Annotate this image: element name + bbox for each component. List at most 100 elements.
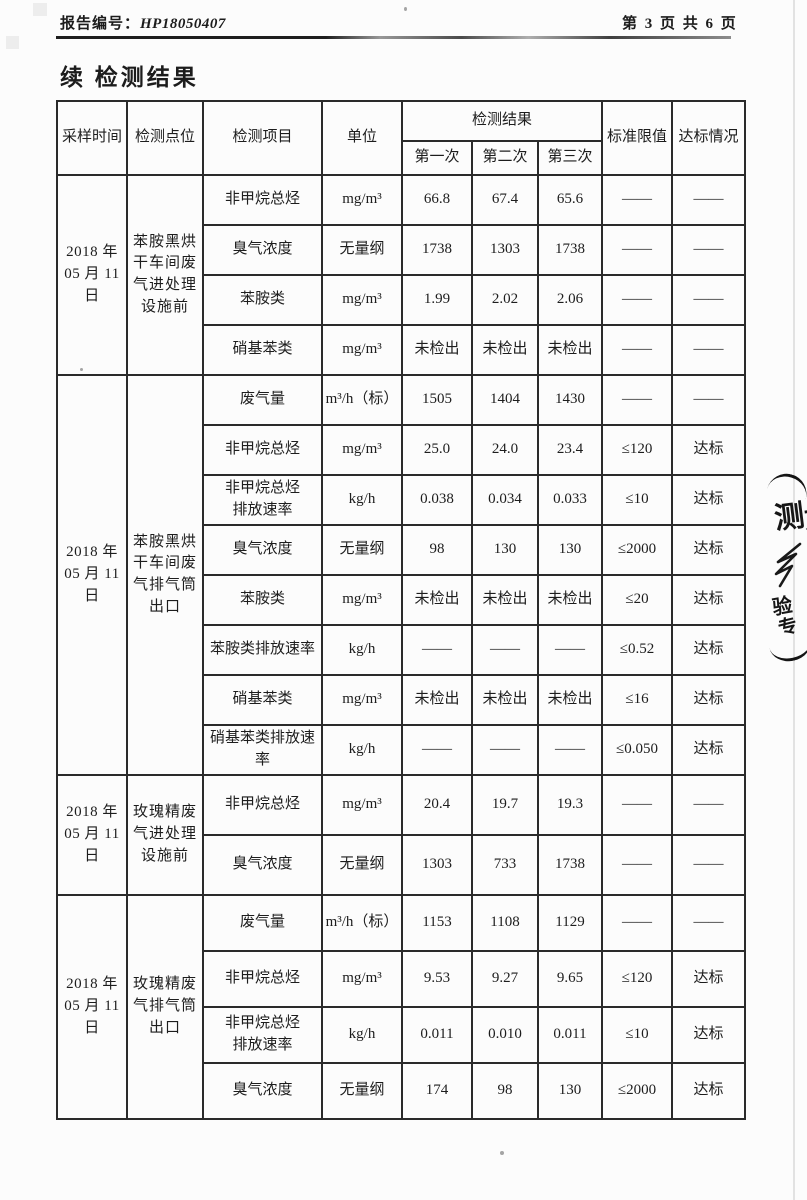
compliance-cell: ——: [671, 174, 747, 226]
report-number-value: HP18050407: [140, 16, 226, 32]
seal-char-big: 测: [772, 499, 807, 536]
unit-cell: mg/m³: [321, 424, 403, 476]
table-row: 臭气浓度 无量纲 1738 1303 1738 —— ——: [57, 224, 747, 276]
compliance-cell: ——: [671, 894, 747, 952]
run1-value-cell: 0.011: [401, 1006, 473, 1064]
table-row: 2018 年 05 月 11 日苯胺黑烘 干车间废 气进处理 设施前 非甲烷总烃 m…: [56, 174, 747, 376]
run3-value-cell: 未检出: [536, 324, 604, 376]
limit-cell: ——: [601, 174, 674, 226]
run3-value-cell: 未检出: [536, 574, 604, 626]
table-row: 非甲烷总烃 排放速率 kg/h 0.038 0.034 0.033 ≤10 达标: [57, 474, 747, 526]
run3-value-cell: 1738: [536, 224, 604, 276]
item-cell: 非甲烷总烃: [202, 950, 323, 1008]
run2-value-cell: 24.0: [471, 424, 539, 476]
limit-cell: ——: [601, 274, 674, 326]
run3-value-cell: 0.033: [536, 474, 604, 526]
scan-artifact: [500, 1151, 504, 1155]
unit-cell: m³/h（标）: [321, 374, 403, 426]
run2-value-cell: 1303: [471, 224, 539, 276]
limit-cell: ——: [601, 834, 674, 896]
run1-value-cell: 20.4: [401, 774, 473, 836]
item-cell: 苯胺类排放速率: [202, 624, 323, 676]
unit-cell: mg/m³: [321, 950, 403, 1008]
unit-cell: kg/h: [321, 1006, 403, 1064]
col-header-compliance: 达标情况: [671, 100, 747, 176]
run2-value-cell: 0.034: [471, 474, 539, 526]
limit-cell: ≤2000: [601, 524, 674, 576]
item-cell: 苯胺类: [202, 274, 323, 326]
unit-cell: 无量纲: [321, 1062, 403, 1120]
location-cell: 苯胺黑烘 干车间废 气进处理 设施前: [126, 174, 204, 376]
run3-value-cell: 1738: [536, 834, 604, 896]
run1-value-cell: 66.8: [401, 174, 473, 226]
run1-value-cell: ——: [401, 624, 473, 676]
compliance-cell: ——: [671, 274, 747, 326]
limit-cell: ≤10: [601, 1006, 674, 1064]
unit-cell: mg/m³: [321, 324, 403, 376]
run2-value-cell: 67.4: [471, 174, 539, 226]
limit-cell: ——: [601, 324, 674, 376]
compliance-cell: 达标: [671, 624, 747, 676]
compliance-cell: ——: [671, 224, 747, 276]
run3-value-cell: 65.6: [536, 174, 604, 226]
run2-value-cell: 未检出: [471, 324, 539, 376]
item-cell: 臭气浓度: [202, 524, 323, 576]
col-header-run2: 第二次: [471, 140, 539, 176]
sample-time-cell: 2018 年 05 月 11 日: [56, 774, 128, 896]
unit-cell: 无量纲: [321, 524, 403, 576]
sample-time-cell: 2018 年 05 月 11 日: [56, 374, 128, 776]
report-number-label: 报告编号：: [60, 16, 141, 32]
table-row: 非甲烷总烃 mg/m³ 9.53 9.27 9.65 ≤120 达标: [57, 950, 747, 1008]
col-header-location: 检测点位: [126, 100, 204, 176]
limit-cell: ≤0.050: [601, 724, 674, 776]
compliance-cell: 达标: [671, 674, 747, 726]
item-cell: 臭气浓度: [202, 224, 323, 276]
item-cell: 苯胺类: [202, 574, 323, 626]
unit-cell: mg/m³: [321, 774, 403, 836]
table-row: 非甲烷总烃 mg/m³ 25.0 24.0 23.4 ≤120 达标: [57, 424, 747, 476]
run2-value-cell: 未检出: [471, 574, 539, 626]
compliance-cell: 达标: [671, 950, 747, 1008]
run3-value-cell: 2.06: [536, 274, 604, 326]
seal-arc-bottom: [767, 631, 807, 666]
limit-cell: ——: [601, 374, 674, 426]
limit-cell: ≤20: [601, 574, 674, 626]
item-cell: 硝基苯类: [202, 674, 323, 726]
limit-cell: ≤2000: [601, 1062, 674, 1120]
table-header: 采样时间 检测点位 检测项目 单位 检测结果 标准限值 达标情况 第一次 第二次…: [56, 100, 747, 176]
scan-artifact: [404, 7, 407, 11]
run3-value-cell: 0.011: [536, 1006, 604, 1064]
run2-value-cell: 2.02: [471, 274, 539, 326]
table-row: 臭气浓度 无量纲 98 130 130 ≤2000 达标: [57, 524, 747, 576]
run2-value-cell: 130: [471, 524, 539, 576]
run1-value-cell: 9.53: [401, 950, 473, 1008]
unit-cell: mg/m³: [321, 174, 403, 226]
unit-cell: m³/h（标）: [321, 894, 403, 952]
limit-cell: ——: [601, 774, 674, 836]
run1-value-cell: 25.0: [401, 424, 473, 476]
limit-cell: ≤10: [601, 474, 674, 526]
col-header-unit: 单位: [321, 100, 403, 176]
table-header-row-1: 采样时间 检测点位 检测项目 单位 检测结果 标准限值 达标情况: [56, 100, 747, 176]
unit-cell: 无量纲: [321, 834, 403, 896]
partial-seal-stamp: 测 方 验 专: [764, 469, 807, 666]
scan-artifact: [80, 368, 83, 371]
run3-value-cell: 1430: [536, 374, 604, 426]
run3-value-cell: ——: [536, 724, 604, 776]
item-cell: 废气量: [202, 374, 323, 426]
run1-value-cell: 未检出: [401, 324, 473, 376]
table-row: 苯胺类 mg/m³ 1.99 2.02 2.06 —— ——: [57, 274, 747, 326]
item-cell: 非甲烷总烃 排放速率: [202, 1006, 323, 1064]
unit-cell: mg/m³: [321, 574, 403, 626]
sample-time-cell: 2018 年 05 月 11 日: [56, 174, 128, 376]
run3-value-cell: ——: [536, 624, 604, 676]
table-row: 硝基苯类排放速 率 kg/h —— —— —— ≤0.050 达标: [57, 724, 747, 776]
run1-value-cell: ——: [401, 724, 473, 776]
compliance-cell: 达标: [671, 724, 747, 776]
limit-cell: ≤16: [601, 674, 674, 726]
item-cell: 非甲烷总烃: [202, 774, 323, 836]
run1-value-cell: 98: [401, 524, 473, 576]
run2-value-cell: ——: [471, 724, 539, 776]
run1-value-cell: 174: [401, 1062, 473, 1120]
scan-edge-line: [793, 0, 795, 1200]
